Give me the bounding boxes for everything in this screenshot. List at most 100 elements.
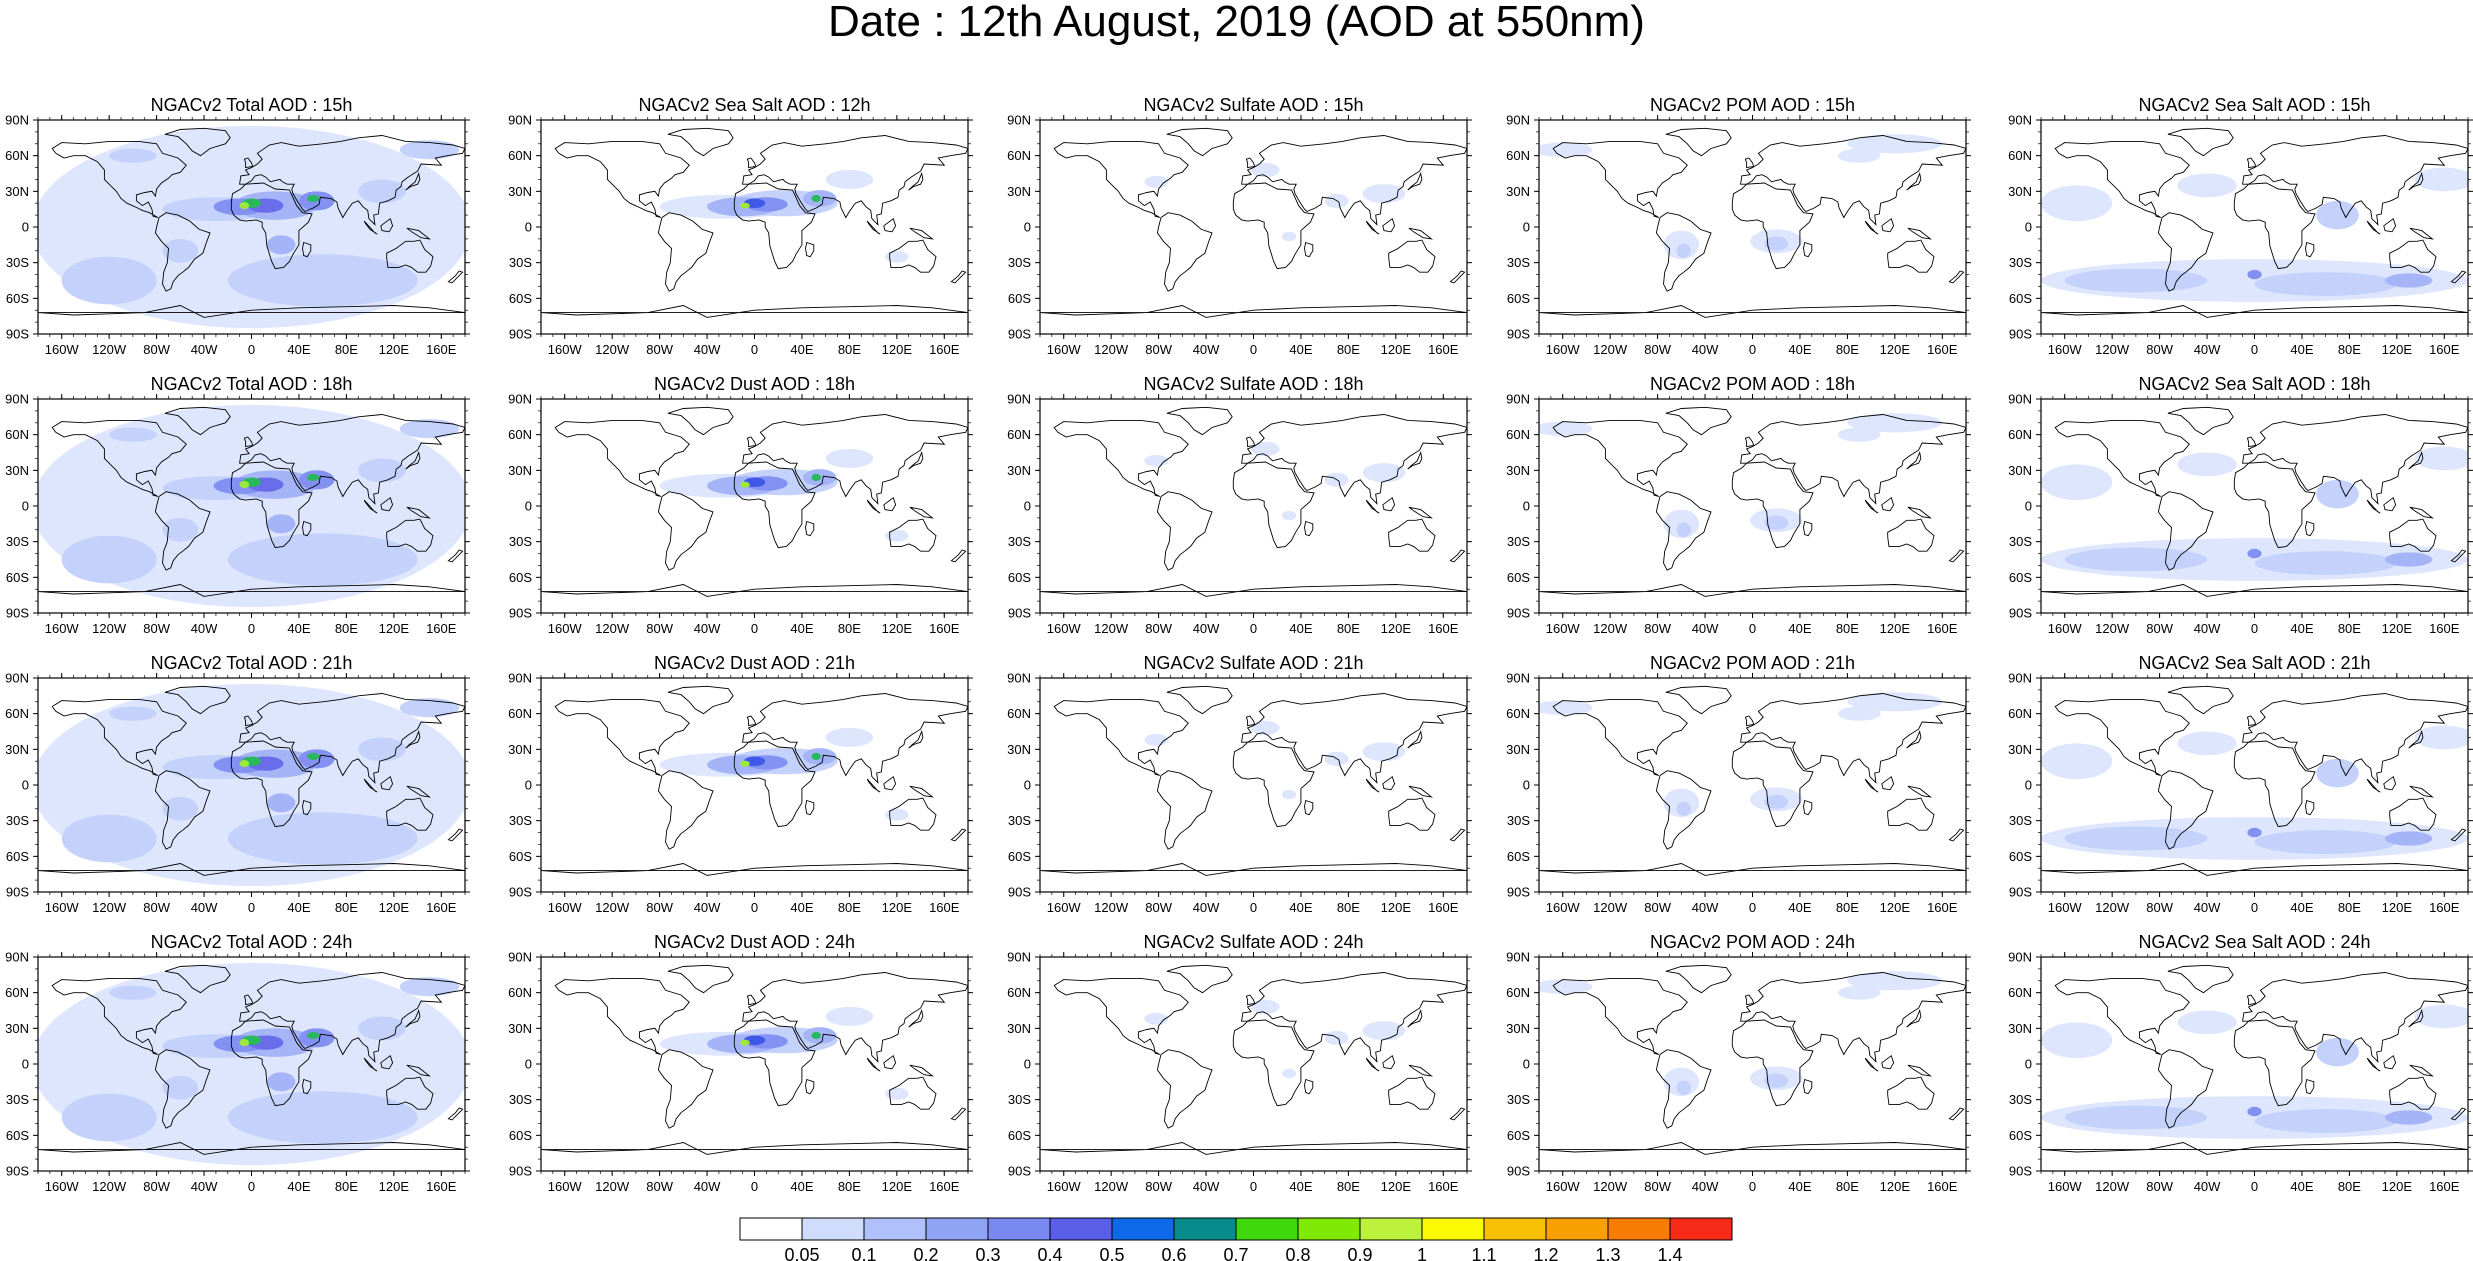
coastline [243, 715, 254, 727]
map-background [2041, 399, 2468, 613]
aod-field [162, 238, 199, 263]
lat-tick-label: 30N [1007, 1021, 1031, 1036]
lon-tick-label: 120W [2095, 1179, 2130, 1194]
coastline [2305, 799, 2315, 816]
lat-tick-label: 60N [1506, 706, 1530, 721]
coastline [1864, 499, 1879, 514]
coastline [1907, 506, 1933, 519]
aod-field [266, 514, 296, 534]
lon-tick-label: 120E [2382, 621, 2413, 636]
coastline [1365, 499, 1380, 514]
lat-tick-label: 90N [1506, 950, 1530, 965]
coastline [1881, 775, 1895, 791]
aod-field [740, 481, 750, 488]
lat-tick-label: 90S [1008, 606, 1031, 621]
lon-tick-label: 160E [929, 900, 960, 915]
aod-field [1847, 134, 1943, 154]
coastline [1552, 698, 1688, 776]
lon-tick-label: 0 [751, 342, 758, 357]
coastline [2366, 1057, 2381, 1072]
lat-tick-label: 60N [1506, 148, 1530, 163]
lon-tick-label: 0 [248, 1179, 255, 1194]
lat-tick-label: 90N [508, 671, 532, 686]
lat-tick-label: 90N [508, 113, 532, 128]
lat-tick-label: 30N [1007, 184, 1031, 199]
lat-tick-label: 0 [1024, 778, 1031, 793]
coastline [1539, 305, 1966, 318]
aod-field [1837, 148, 1881, 163]
coastline [1906, 729, 1922, 749]
lon-tick-label: 120W [1094, 900, 1129, 915]
lon-tick-label: 120W [2095, 900, 2130, 915]
lon-tick-label: 80E [2338, 900, 2361, 915]
coastline [1655, 770, 1712, 850]
coastline [908, 450, 924, 470]
coastline [2041, 584, 2468, 597]
aod-field [2316, 200, 2359, 230]
lat-tick-label: 30S [6, 534, 29, 549]
lon-tick-label: 40W [1692, 900, 1719, 915]
panel-title: NGACv2 Dust AOD : 18h [654, 374, 855, 394]
lon-tick-label: 80W [2146, 1179, 2173, 1194]
lon-tick-label: 120E [1381, 1179, 1412, 1194]
lat-tick-label: 60S [509, 570, 532, 585]
coastline [883, 775, 897, 791]
map-background [1539, 399, 1966, 613]
coastline [386, 239, 434, 273]
lat-tick-label: 90N [2008, 671, 2032, 686]
coastline [554, 419, 690, 497]
lon-tick-label: 0 [751, 1179, 758, 1194]
lat-tick-label: 30S [1507, 1092, 1530, 1107]
coastline [1948, 549, 1965, 563]
lat-tick-label: 30S [509, 813, 532, 828]
coastline [1232, 1019, 1315, 1107]
aod-field [825, 1006, 874, 1026]
map-background [1040, 678, 1467, 892]
lon-tick-label: 160E [929, 1179, 960, 1194]
lon-tick-label: 0 [2251, 342, 2258, 357]
lon-tick-label: 0 [1250, 621, 1257, 636]
colorbar-label: 0.1 [851, 1245, 876, 1261]
coastline [380, 1054, 394, 1070]
lat-tick-label: 30N [1506, 463, 1530, 478]
colorbar-label: 0.9 [1347, 1245, 1372, 1261]
aod-field [2384, 273, 2433, 288]
coastline [2450, 270, 2467, 284]
lon-tick-label: 160E [2429, 1179, 2460, 1194]
aod-field [1676, 801, 1691, 816]
map-panel: NGACv2 Dust AOD : 18h 90N 60N 30N 0 30S 60S 90S… [508, 374, 973, 636]
lon-tick-label: 80E [1836, 900, 1859, 915]
lat-tick-label: 60N [1506, 427, 1530, 442]
colorbar-label: 0.7 [1223, 1245, 1248, 1261]
coastline [805, 1078, 815, 1095]
lat-tick-label: 0 [525, 778, 532, 793]
aod-field [307, 473, 320, 482]
aod-field [2064, 547, 2208, 572]
coastline [164, 406, 231, 436]
map-panel: NGACv2 Sulfate AOD : 15h 90N 60N 30N 0 30S 60S… [1007, 95, 1472, 357]
lon-tick-label: 80W [2146, 621, 2173, 636]
aod-field [109, 706, 157, 721]
coastline [667, 406, 734, 436]
aod-field [1539, 700, 1593, 715]
colorbar-swatch [1049, 1217, 1113, 1241]
lon-tick-label: 80W [1145, 1179, 1172, 1194]
lat-tick-label: 0 [1523, 778, 1530, 793]
lon-tick-label: 0 [1749, 621, 1756, 636]
coastline [554, 977, 690, 1055]
coastline [363, 220, 378, 235]
coastline [1948, 1107, 1965, 1121]
aod-field [811, 194, 821, 203]
lat-tick-label: 60S [1507, 291, 1530, 306]
lat-tick-label: 30N [5, 463, 29, 478]
lat-tick-label: 60S [509, 1128, 532, 1143]
lat-tick-label: 90N [508, 392, 532, 407]
aod-field [1251, 999, 1280, 1015]
lat-tick-label: 90S [1008, 885, 1031, 900]
colorbar-swatch [739, 1217, 803, 1241]
coastline [164, 127, 231, 157]
map-panel: NGACv2 Sulfate AOD : 18h 90N 60N 30N 0 30S 60S… [1007, 374, 1472, 636]
lat-tick-label: 90S [1008, 1164, 1031, 1179]
coastline [1665, 406, 1732, 436]
coastline [1232, 182, 1315, 270]
